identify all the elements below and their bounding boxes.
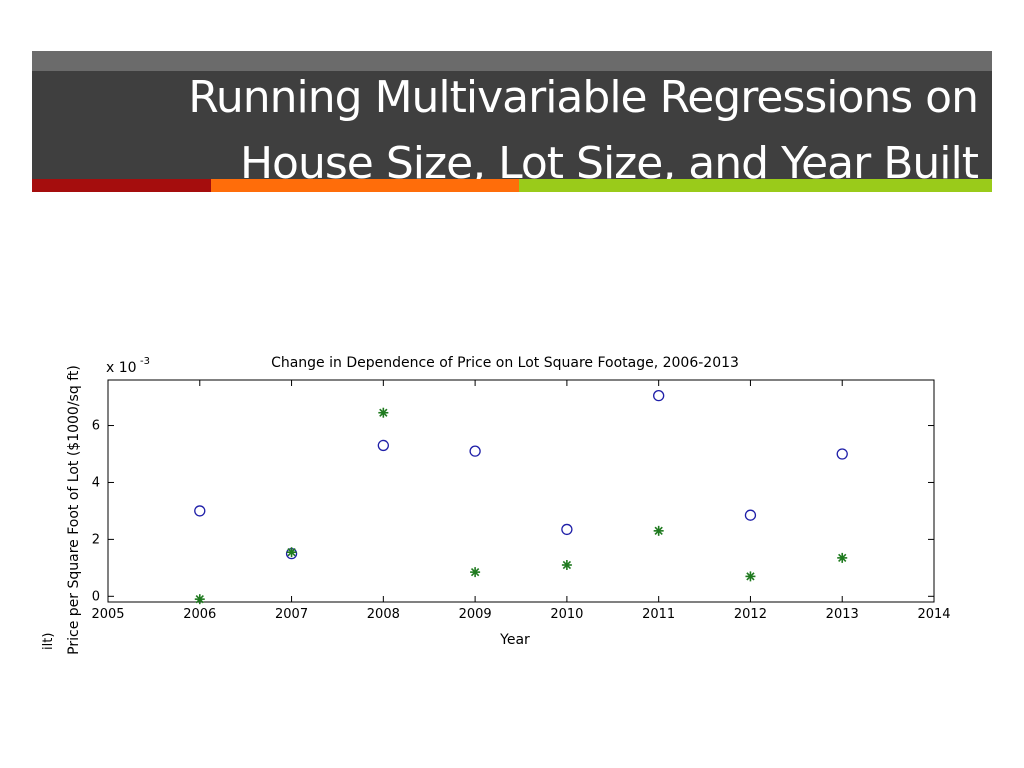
x-tick-label: 2008 bbox=[367, 607, 400, 622]
slide-title: Running Multivariable Regressions on Hou… bbox=[58, 65, 979, 197]
x-tick-label: 2007 bbox=[275, 607, 308, 622]
circle-point bbox=[194, 505, 206, 517]
y-multiplier-exponent: -3 bbox=[140, 356, 150, 367]
asterisk-point bbox=[653, 525, 664, 536]
title-band: Running Multivariable Regressions on Hou… bbox=[32, 51, 992, 189]
data-marks bbox=[194, 390, 848, 605]
y-tick-label: 0 bbox=[92, 589, 100, 604]
plot-frame bbox=[107, 379, 935, 603]
x-tick-label: 2013 bbox=[826, 607, 859, 622]
x-axis-label: Year bbox=[499, 632, 530, 648]
accent-bar-green bbox=[519, 179, 992, 192]
y-tick-label: 6 bbox=[92, 419, 100, 434]
x-tick-label: 2010 bbox=[550, 607, 583, 622]
side-label-fragment: ilt) bbox=[41, 633, 56, 650]
x-tick-label: 2009 bbox=[459, 607, 492, 622]
y-tick-label: 2 bbox=[92, 532, 100, 547]
accent-bar-orange bbox=[211, 179, 519, 192]
asterisk-point bbox=[837, 552, 848, 563]
circle-point bbox=[469, 445, 481, 457]
circle-point bbox=[744, 509, 757, 521]
y-axis-label: Price per Square Foot of Lot ($1000/sq f… bbox=[66, 365, 82, 655]
slide-title-line-1: Running Multivariable Regressions on bbox=[188, 72, 979, 123]
axis-ticks: 2005 2006 2007 2008 2009 2010 2011 2012 2013 2014… bbox=[91, 380, 951, 622]
asterisk-point bbox=[378, 407, 389, 418]
x-tick-label: 2012 bbox=[734, 607, 767, 622]
x-tick-label: 2011 bbox=[642, 607, 675, 622]
chart-svg: Change in Dependence of Price on Lot Squ… bbox=[41, 355, 951, 655]
circle-point bbox=[836, 448, 848, 460]
asterisk-point bbox=[745, 571, 756, 582]
x-tick-label: 2005 bbox=[91, 607, 124, 622]
asterisk-point bbox=[470, 567, 481, 578]
y-tick-label: 4 bbox=[92, 475, 100, 490]
title-top-strip bbox=[32, 51, 992, 71]
circle-point bbox=[653, 390, 665, 402]
y-multiplier-label: x 10 bbox=[106, 360, 137, 376]
asterisk-point bbox=[286, 547, 297, 558]
x-tick-label: 2006 bbox=[183, 607, 216, 622]
circle-point bbox=[377, 439, 389, 452]
chart-title: Change in Dependence of Price on Lot Squ… bbox=[271, 355, 739, 371]
scatter-chart: Change in Dependence of Price on Lot Squ… bbox=[30, 340, 970, 660]
x-tick-label: 2014 bbox=[917, 607, 950, 622]
asterisk-point bbox=[561, 560, 572, 570]
asterisk-point bbox=[194, 594, 205, 605]
accent-bar-red bbox=[32, 179, 211, 192]
circle-point bbox=[561, 523, 573, 536]
